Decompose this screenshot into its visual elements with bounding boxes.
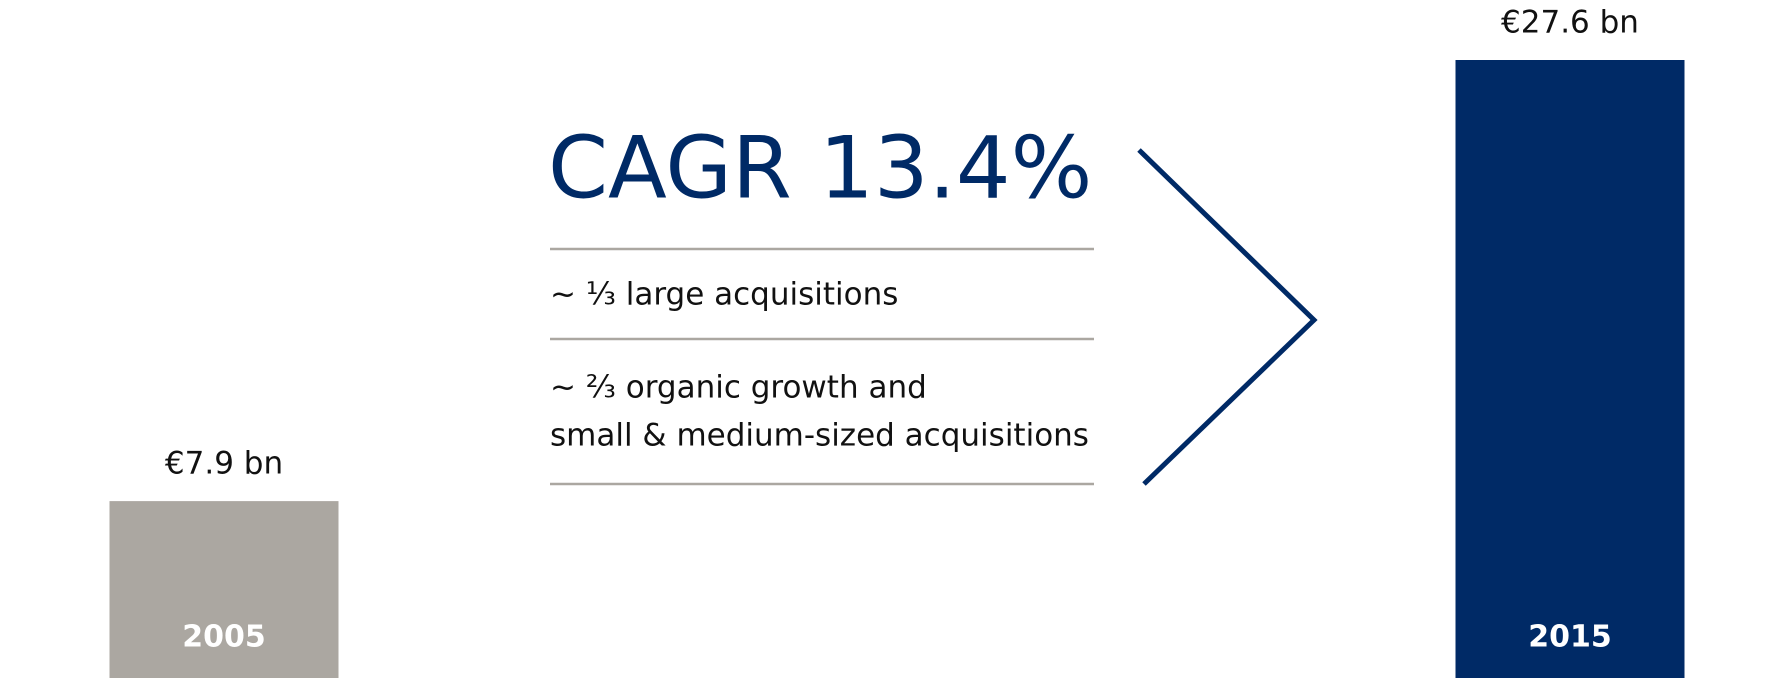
chevron xyxy=(1137,148,1318,486)
annotation: small & medium-sized acquisitions xyxy=(550,418,1089,454)
category-label: 2005 xyxy=(182,620,266,655)
annotation: ~ ⅔ organic growth and xyxy=(550,370,927,406)
bar xyxy=(109,501,339,678)
bar xyxy=(1455,60,1685,678)
cagr-title: CAGR 13.4% xyxy=(548,118,1092,218)
annotation: ~ ⅓ large acquisitions xyxy=(550,277,898,313)
value-label: €27.6 bn xyxy=(1501,5,1639,41)
value-label: €7.9 bn xyxy=(165,446,283,482)
category-label: 2015 xyxy=(1528,620,1612,655)
